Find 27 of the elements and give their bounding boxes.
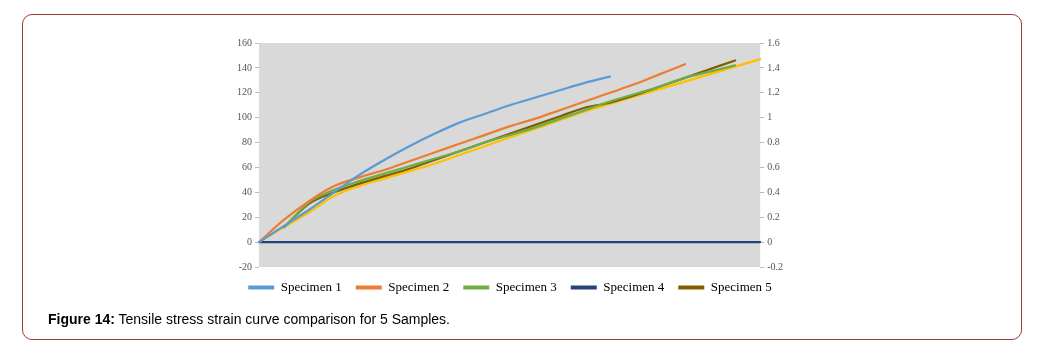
y-tick-label: 100 bbox=[237, 111, 252, 123]
y2-tick-label: 1.2 bbox=[767, 86, 780, 98]
legend-label: Specimen 5 bbox=[710, 278, 772, 294]
y-tick-label: 160 bbox=[237, 36, 252, 48]
y2-tick-label: 0.6 bbox=[767, 161, 780, 173]
y2-tick-label: 1.6 bbox=[767, 36, 780, 48]
legend-label: Specimen 1 bbox=[280, 278, 342, 294]
legend-label: Specimen 3 bbox=[495, 278, 557, 294]
y-tick-label: 80 bbox=[242, 136, 252, 148]
legend-label: Specimen 2 bbox=[388, 278, 450, 294]
y2-tick-label: 0.8 bbox=[767, 136, 780, 148]
y2-tick-label: 0.4 bbox=[767, 185, 780, 197]
y2-tick-label: -0.2 bbox=[767, 260, 784, 272]
y2-tick-label: 0.2 bbox=[767, 210, 780, 222]
line-series bbox=[257, 75, 611, 244]
legend-label: Specimen 4 bbox=[603, 278, 665, 294]
y2-tick-label: 1 bbox=[767, 111, 773, 123]
caption: Figure 14: Tensile stress strain curve comparison for 5 Samples. bbox=[48, 311, 451, 327]
y-tick-label: 0 bbox=[247, 235, 252, 247]
y-tick-label: 20 bbox=[242, 210, 252, 222]
y-tick-label: 140 bbox=[237, 61, 252, 73]
y-tick-label: 60 bbox=[242, 161, 252, 173]
y-tick-label: -20 bbox=[238, 260, 252, 272]
y2-tick-label: 1.4 bbox=[767, 61, 780, 73]
y-tick-label: 120 bbox=[237, 86, 252, 98]
y2-tick-label: 0 bbox=[767, 235, 773, 247]
y-tick-label: 40 bbox=[242, 185, 252, 197]
